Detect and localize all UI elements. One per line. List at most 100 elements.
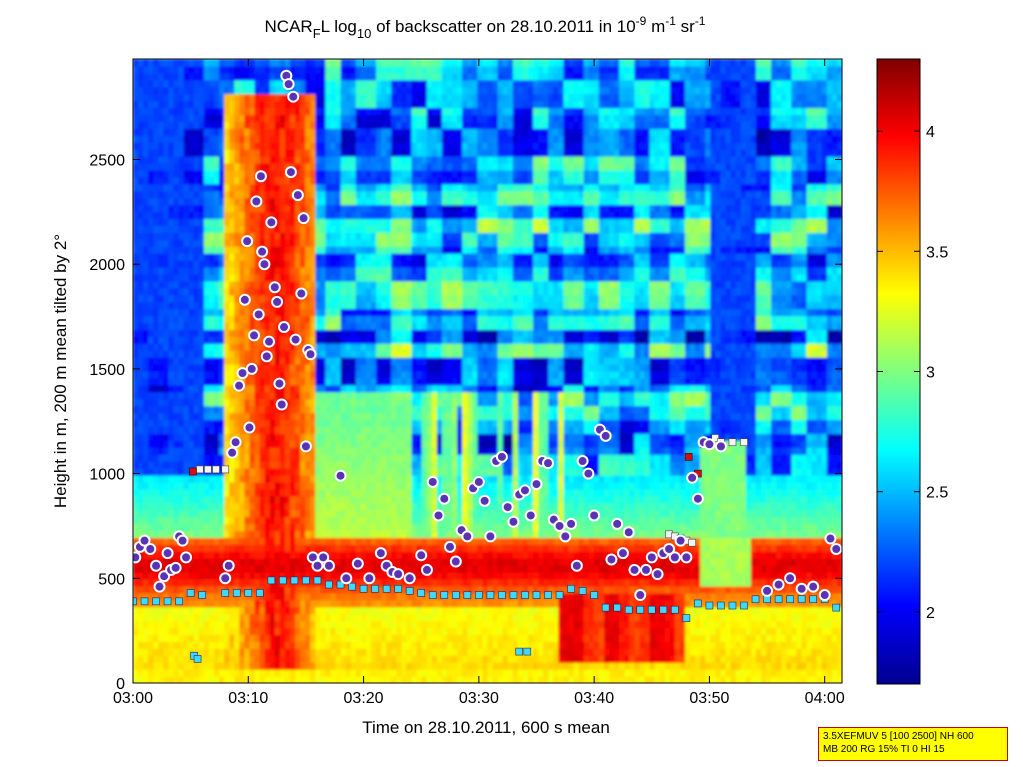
heatmap-cell [229, 142, 235, 150]
heatmap-cell [193, 405, 200, 414]
heatmap-cell [310, 315, 316, 324]
heatmap-cell [274, 613, 281, 622]
heatmap-cell [330, 128, 337, 136]
heatmap-cell [360, 405, 367, 414]
heatmap-cell [376, 440, 382, 448]
heatmap-cell [133, 488, 139, 497]
heatmap-cell [138, 627, 144, 636]
heatmap-cell [411, 364, 418, 372]
heatmap-cell [330, 461, 337, 469]
heatmap-cell [335, 426, 342, 434]
heatmap-cell [315, 267, 321, 275]
heatmap-cell [193, 59, 200, 67]
heatmap-cell [153, 239, 159, 247]
heatmap-cell [229, 412, 235, 421]
heatmap-cell [411, 579, 418, 587]
heatmap-cell [138, 204, 144, 213]
heatmap-cell [391, 371, 397, 379]
heatmap-cell [350, 204, 357, 213]
heatmap-cell [203, 516, 210, 525]
heatmap-cell [320, 391, 327, 400]
heatmap-cell [289, 357, 296, 365]
heatmap-cell [279, 669, 286, 677]
heatmap-cell [244, 225, 251, 233]
heatmap-cell [173, 481, 180, 490]
heatmap-cell [214, 93, 220, 102]
heatmap-cell [355, 294, 362, 303]
heatmap-cell [148, 572, 154, 580]
heatmap-cell [284, 502, 291, 511]
heatmap-cell [340, 86, 347, 95]
heatmap-cell [183, 86, 190, 95]
heatmap-cell [173, 280, 180, 289]
heatmap-cell [208, 655, 215, 663]
heatmap-cell [138, 516, 144, 525]
heatmap-cell [203, 336, 210, 344]
heatmap-cell [391, 336, 397, 344]
heatmap-cell [300, 627, 306, 636]
heatmap-cell [193, 613, 200, 622]
heatmap-cell [254, 634, 261, 642]
heatmap-cell [320, 72, 327, 81]
heatmap-cell [198, 204, 205, 213]
heatmap-cell [396, 655, 402, 663]
heatmap-cell [330, 468, 337, 476]
heatmap-cell [203, 294, 210, 303]
heatmap-cell [168, 350, 175, 358]
heatmap-cell [300, 502, 306, 511]
heatmap-cell [158, 662, 164, 670]
heatmap-cell [183, 294, 190, 303]
heatmap-cell [173, 544, 180, 552]
heatmap-cell [386, 676, 392, 683]
heatmap-cell [138, 488, 144, 497]
heatmap-cell [219, 93, 225, 102]
heatmap-cell [264, 135, 271, 143]
heatmap-cell [310, 107, 316, 116]
heatmap-cell [188, 461, 195, 469]
heatmap-cell [173, 65, 180, 74]
heatmap-cell [345, 641, 352, 649]
heatmap-cell [376, 655, 382, 663]
heatmap-cell [153, 197, 159, 206]
heatmap-cell [249, 121, 256, 129]
heatmap-cell [279, 599, 286, 608]
heatmap-cell [183, 384, 190, 393]
heatmap-cell [335, 662, 342, 670]
heatmap-cell [305, 655, 311, 663]
heatmap-cell [264, 93, 271, 102]
heatmap-cell [305, 114, 311, 122]
heatmap-cell [193, 592, 200, 601]
heatmap-cell [259, 149, 266, 157]
heatmap-cell [279, 558, 286, 566]
heatmap-cell [208, 86, 215, 95]
heatmap-cell [224, 273, 230, 282]
heatmap-cell [411, 398, 418, 407]
heatmap-cell [188, 364, 195, 372]
heatmap-cell [178, 468, 185, 476]
heatmap-cell [178, 163, 185, 171]
heatmap-cell [376, 336, 382, 344]
heatmap-cell [345, 163, 352, 171]
heatmap-cell [264, 142, 271, 150]
heatmap-cell [148, 537, 154, 545]
heatmap-cell [340, 260, 347, 268]
heatmap-cell [325, 329, 332, 337]
heatmap-cell [340, 107, 347, 116]
heatmap-cell [244, 107, 251, 116]
heatmap-cell [330, 253, 337, 261]
heatmap-cell [411, 384, 418, 393]
heatmap-cell [244, 287, 251, 296]
heatmap-cell [133, 565, 139, 573]
heatmap-cell [289, 544, 296, 552]
heatmap-cell [360, 606, 367, 615]
heatmap-cell [345, 100, 352, 109]
heatmap-cell [355, 336, 362, 344]
heatmap-cell [315, 676, 321, 683]
heatmap-cell [198, 128, 205, 136]
heatmap-cell [396, 516, 402, 525]
heatmap-cell [239, 641, 246, 649]
heatmap-cell [396, 648, 402, 656]
heatmap-cell [269, 606, 276, 615]
heatmap-cell [178, 100, 185, 109]
heatmap-cell [133, 412, 139, 421]
